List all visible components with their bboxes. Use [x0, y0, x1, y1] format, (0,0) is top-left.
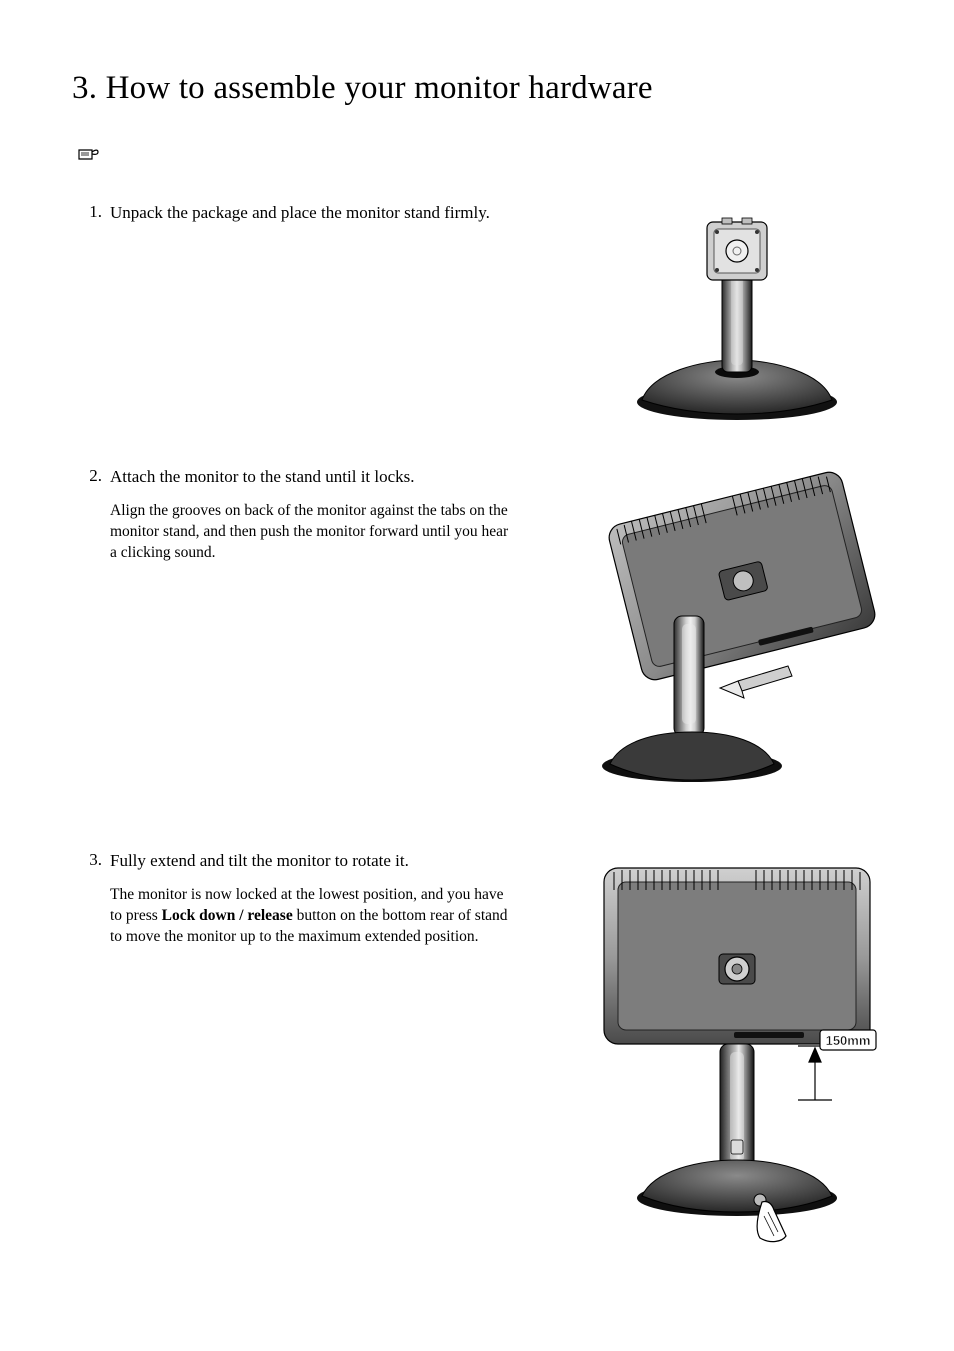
page-title: 3. How to assemble your monitor hardware — [72, 70, 882, 107]
step-3-body-bold: Lock down / release — [162, 907, 293, 924]
step-1-number: 1. — [72, 202, 110, 237]
note-icon — [78, 147, 100, 168]
step-1: 1. Unpack the package and place the moni… — [72, 202, 882, 442]
step-2-title: Attach the monitor to the stand until it… — [110, 466, 515, 489]
label-150mm: 150mm — [826, 1033, 871, 1048]
figure-3-extend: 150mm — [592, 850, 882, 1250]
note-icon-row — [78, 147, 882, 168]
step-3-number: 3. — [72, 850, 110, 948]
step-3: 3. Fully extend and tilt the monitor to … — [72, 850, 882, 1260]
step-2-number: 2. — [72, 466, 110, 564]
figure-1-stand — [592, 202, 882, 422]
step-3-body: The monitor is now locked at the lowest … — [110, 885, 515, 948]
figure-2-attach — [592, 466, 882, 786]
step-1-title: Unpack the package and place the monitor… — [110, 202, 515, 225]
step-2: 2. Attach the monitor to the stand until… — [72, 466, 882, 826]
step-3-title: Fully extend and tilt the monitor to rot… — [110, 850, 515, 873]
step-2-body: Align the grooves on back of the monitor… — [110, 501, 515, 564]
